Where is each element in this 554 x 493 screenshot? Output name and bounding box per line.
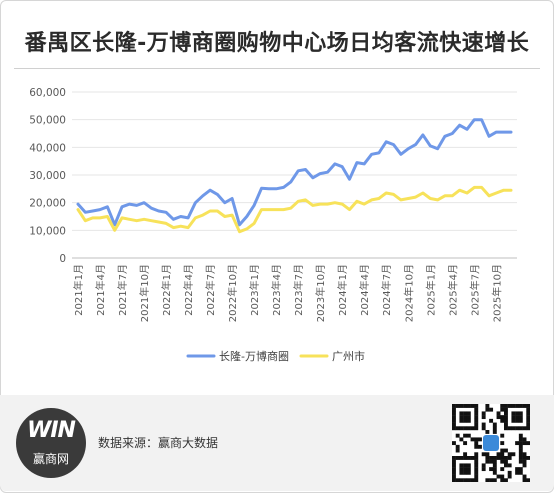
chart-title: 番禺区长隆-万博商圈购物中心场日均客流快速增长: [24, 31, 530, 56]
y-tick-label: 10,000: [29, 225, 66, 237]
x-tick-label: 2021年10月: [138, 264, 151, 322]
x-tick-label: 2023年1月: [248, 264, 261, 316]
x-tick-label: 2024年4月: [358, 264, 371, 316]
series-line-2: [76, 185, 513, 234]
x-tick-label: 2024年7月: [380, 264, 393, 316]
x-axis: 2021年1月 2021年4月 2021年7月 2021年10月 2022年1月 2022…: [72, 257, 517, 322]
data-source: 数据来源：赢商大数据: [98, 436, 219, 450]
x-tick-label: 2022年4月: [182, 264, 195, 316]
y-tick-label: 30,000: [29, 170, 66, 182]
qr-center-badge: [483, 435, 499, 451]
y-tick-label: 60,000: [29, 87, 66, 99]
line-chart: 0 10,000 20,000 30,000 40,000 50,000 60,000 20…: [29, 87, 517, 363]
y-tick-label: 20,000: [29, 198, 66, 210]
gridlines: [72, 91, 517, 231]
x-tick-label: 2023年7月: [292, 264, 305, 316]
x-tick-label: 2025年4月: [446, 264, 459, 316]
x-tick-label: 2025年10月: [490, 264, 503, 322]
x-tick-label: 2022年10月: [226, 264, 239, 322]
legend: 长隆-万博商圈 广州市: [186, 349, 365, 363]
title-divider: [14, 68, 540, 69]
x-tick-label: 2021年4月: [94, 264, 107, 316]
y-tick-label: 0: [59, 253, 66, 265]
legend-label-1: 长隆-万博商圈: [219, 349, 289, 363]
series-lines: [76, 118, 513, 234]
legend-label-2: 广州市: [332, 349, 365, 363]
x-tick-label: 2024年1月: [336, 264, 349, 316]
x-tick-label: 2022年1月: [160, 264, 173, 316]
x-tick-label: 2023年10月: [314, 264, 327, 322]
series-line-1: [76, 118, 513, 227]
y-tick-label: 40,000: [29, 142, 66, 154]
x-tick-label: 2023年4月: [270, 264, 283, 316]
logo-text: 赢商网: [32, 452, 69, 466]
y-tick-label: 50,000: [29, 115, 66, 127]
y-axis: 0 10,000 20,000 30,000 40,000 50,000 60,000: [29, 87, 66, 265]
x-tick-label: 2021年7月: [116, 264, 129, 316]
logo-mark: WIN: [27, 418, 76, 443]
x-tick-label: 2025年7月: [468, 264, 481, 316]
x-tick-label: 2024年10月: [402, 264, 415, 322]
x-tick-label: 2025年1月: [424, 264, 437, 316]
x-tick-label: 2022年7月: [204, 264, 217, 316]
brand-logo: WIN 赢商网: [16, 408, 86, 478]
qr-code-icon: [452, 404, 530, 482]
x-tick-label: 2021年1月: [72, 264, 85, 316]
